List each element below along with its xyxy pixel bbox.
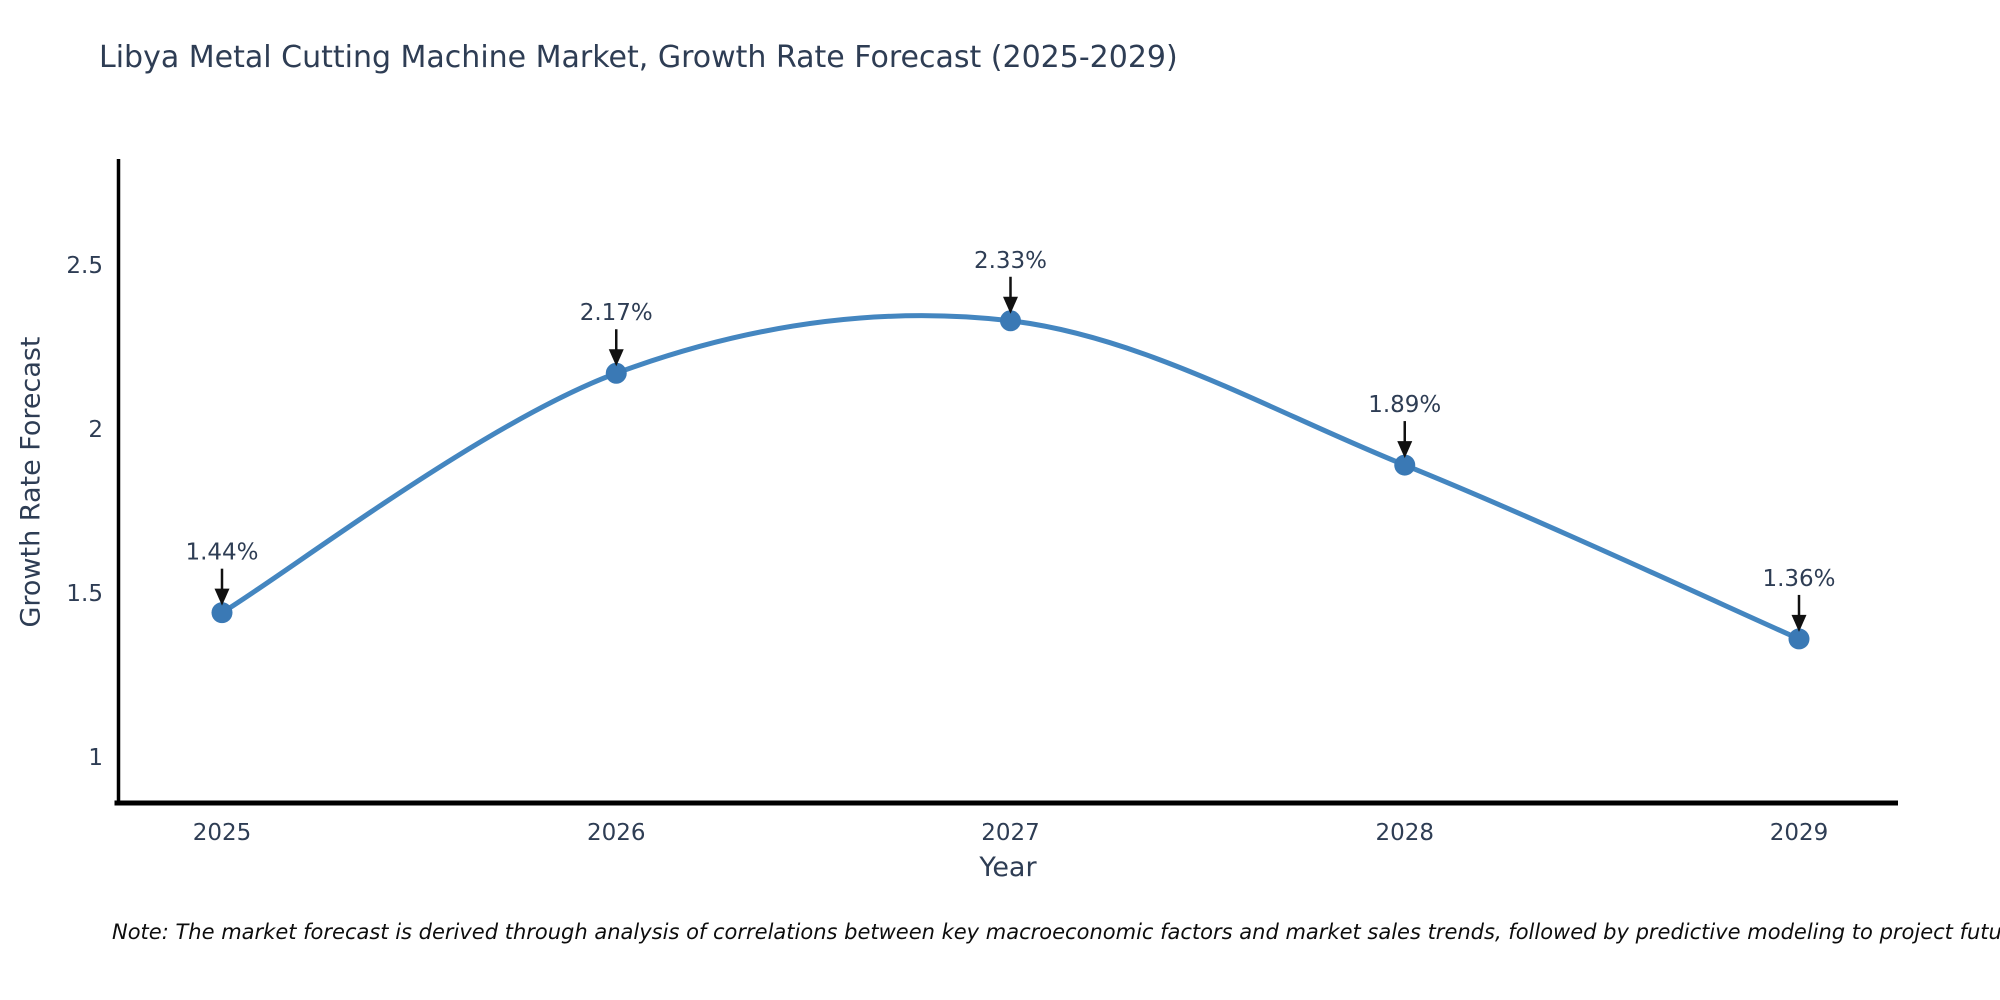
x-tick-label: 2025 [193, 820, 252, 846]
point-annotation: 1.44% [185, 540, 258, 566]
y-tick-label: 1.5 [66, 581, 103, 607]
x-tick-label: 2027 [981, 820, 1040, 846]
trend-line [219, 313, 1802, 642]
data-point-marker [605, 362, 627, 384]
annotation-arrowhead [608, 349, 624, 367]
y-tick-label: 2.5 [66, 253, 103, 279]
point-annotation: 2.17% [580, 300, 653, 326]
point-annotation: 1.36% [1762, 566, 1835, 592]
x-tick-label: 2029 [1770, 820, 1829, 846]
annotation-arrowhead [1003, 296, 1018, 314]
annotation-arrowhead [214, 588, 230, 606]
point-annotation: 2.33% [974, 248, 1047, 274]
y-tick-label: 2 [88, 417, 103, 443]
x-tick-label: 2028 [1375, 820, 1434, 846]
data-point-marker [1788, 628, 1810, 650]
x-axis-title: Year [979, 852, 1037, 883]
data-point-marker [1394, 454, 1416, 476]
annotation-arrowhead [1397, 441, 1413, 459]
footnote: Note: The market forecast is derived thr… [112, 920, 2000, 944]
data-point-marker [211, 602, 233, 624]
x-tick-label: 2026 [587, 820, 646, 846]
y-tick-label: 1 [88, 745, 103, 771]
data-point-marker [1000, 310, 1021, 332]
annotation-arrowhead [1791, 614, 1807, 632]
chart-title: Libya Metal Cutting Machine Market, Grow… [99, 40, 1178, 75]
point-annotation: 1.89% [1368, 392, 1441, 418]
